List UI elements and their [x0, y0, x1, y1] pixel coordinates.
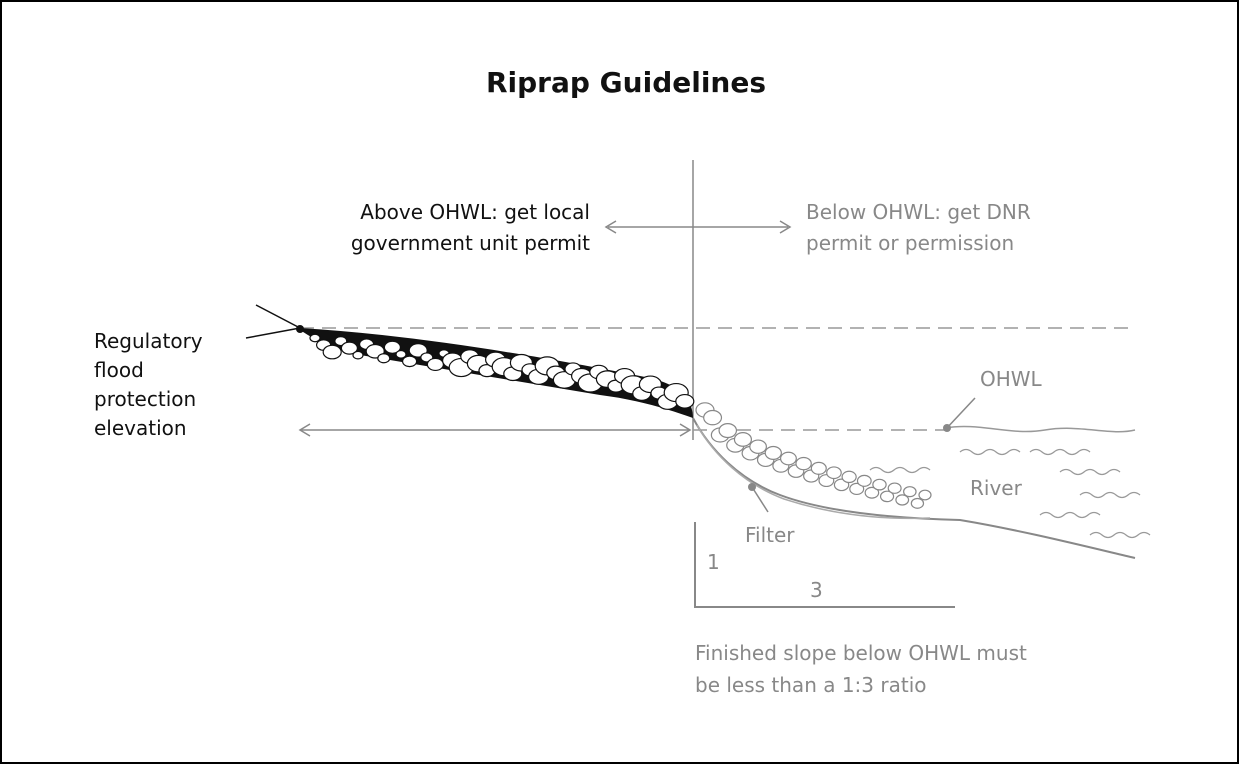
flood-label: elevation	[94, 416, 187, 440]
rock	[918, 489, 932, 501]
point	[748, 483, 756, 491]
rock	[872, 478, 887, 491]
filter-label: Filter	[745, 523, 795, 547]
filter-line	[696, 424, 931, 520]
point	[943, 424, 951, 432]
wave	[1059, 468, 1121, 476]
rock	[864, 486, 880, 499]
rock	[795, 456, 812, 471]
rock	[395, 349, 407, 359]
rock	[826, 466, 842, 480]
flood-label: flood	[94, 358, 144, 382]
above-label: Above OHWL: get local	[360, 200, 590, 224]
flood-label: Regulatory	[94, 329, 203, 353]
rock	[849, 482, 865, 496]
rock	[749, 439, 767, 454]
rock	[910, 497, 925, 509]
rock	[675, 393, 695, 409]
rock	[841, 470, 857, 484]
rock	[810, 461, 827, 475]
rock	[718, 423, 738, 439]
rock	[856, 474, 872, 487]
below-label: Below OHWL: get DNR	[806, 200, 1031, 224]
river-label: River	[970, 476, 1023, 500]
rock	[352, 350, 364, 360]
rock	[426, 357, 444, 372]
leader	[751, 486, 769, 513]
point	[296, 325, 304, 333]
above-label: government unit permit	[351, 231, 590, 255]
river-bed	[692, 417, 1136, 559]
flood-label: protection	[94, 387, 196, 411]
ratio-axes	[694, 522, 955, 608]
wave	[1089, 531, 1151, 539]
rock	[887, 482, 902, 494]
rock	[402, 355, 418, 368]
rock	[764, 445, 782, 460]
rock	[383, 340, 401, 354]
rock	[340, 341, 358, 355]
rock	[779, 451, 797, 466]
rock	[703, 409, 723, 426]
below-label: permit or permission	[806, 231, 1014, 255]
wave	[869, 466, 931, 474]
note: Finished slope below OHWL must	[695, 641, 1027, 665]
arrowheads	[604, 220, 792, 234]
wave	[1079, 491, 1141, 499]
rock	[377, 353, 391, 364]
rock	[322, 344, 342, 360]
rock	[309, 333, 321, 343]
wave	[1029, 448, 1091, 456]
rise-label: 1	[707, 550, 720, 574]
water-surface	[944, 425, 1136, 433]
run-label: 3	[810, 578, 823, 602]
rock	[895, 494, 910, 506]
wave	[959, 448, 1021, 456]
rock	[879, 490, 895, 503]
title: Riprap Guidelines	[486, 66, 766, 99]
arrowheads	[298, 423, 692, 437]
wave	[1039, 511, 1101, 519]
ohwl-label: OHWL	[980, 367, 1043, 391]
rock	[733, 432, 753, 447]
note: be less than a 1:3 ratio	[695, 673, 927, 697]
leader	[944, 397, 976, 431]
rock	[903, 486, 917, 498]
